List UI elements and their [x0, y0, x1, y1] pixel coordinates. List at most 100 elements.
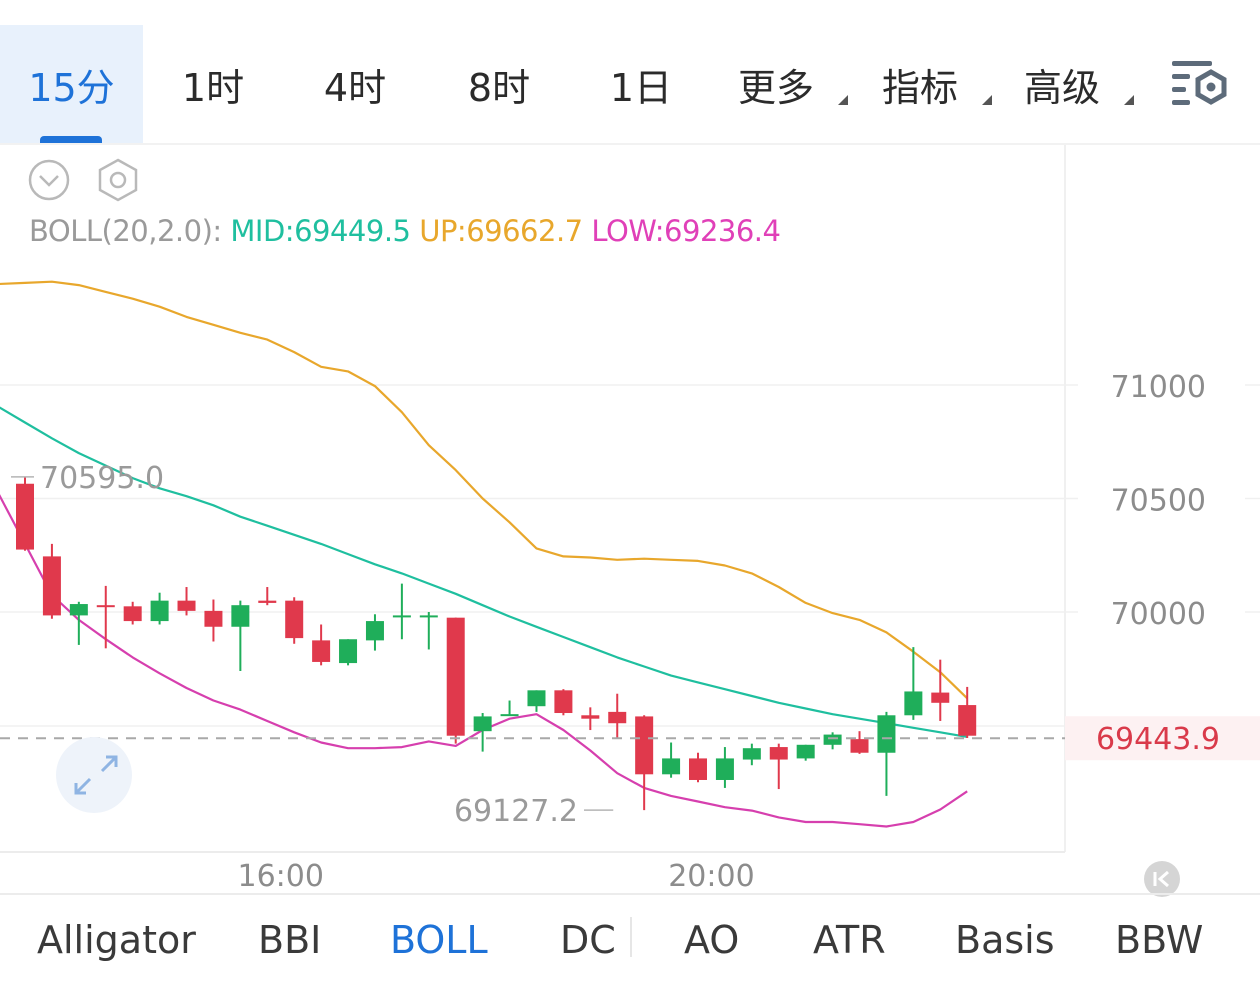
candle-down [689, 752, 707, 783]
candle-down [931, 659, 950, 721]
high-marker-label: 70595.0 [40, 461, 164, 496]
timeframe-label: 4时 [323, 65, 387, 110]
candle-body [877, 715, 896, 753]
candle-up [715, 747, 734, 788]
candle-down [608, 693, 627, 738]
candle-body [231, 605, 250, 627]
hexagon-settings-icon[interactable] [96, 157, 140, 203]
current-price-tag [1065, 716, 1260, 761]
candle-down [16, 476, 34, 551]
timeframe-tab-1d[interactable]: 1日 [578, 25, 704, 143]
markers-layer: 69443.9 70595.0 69127.2 [0, 461, 1260, 829]
timeframe-label: 1时 [181, 65, 245, 110]
candle-up [339, 639, 358, 666]
timeframe-tab-15m[interactable]: 15分 [0, 25, 143, 143]
y-tick-label: 70000 [1111, 597, 1206, 632]
candle-body [69, 604, 88, 616]
indicator-tab-dc[interactable]: DC [560, 895, 616, 985]
candle-body [258, 600, 277, 603]
dropdown-label: 更多 [738, 65, 815, 110]
candle-body [339, 639, 358, 664]
candle-body [177, 600, 196, 611]
timeframe-tab-8h[interactable]: 8时 [436, 25, 562, 143]
candle-body [392, 615, 411, 618]
candle-down [312, 624, 331, 666]
candle-body [931, 692, 950, 703]
candle-body [715, 758, 734, 780]
candle-up [742, 743, 761, 766]
candle-body [904, 691, 923, 716]
candle-body [689, 758, 707, 780]
chart-settings-icon[interactable] [1168, 55, 1230, 113]
candle-body [958, 705, 977, 736]
advanced-dropdown[interactable]: 高级 [1024, 25, 1136, 143]
candle-body [419, 615, 438, 618]
candle-down [635, 715, 654, 811]
boll-low-line [0, 494, 968, 828]
candle-body [473, 716, 492, 732]
candle-body [123, 606, 142, 622]
x-tick-label: 20:00 [668, 859, 754, 894]
candle-body [204, 610, 223, 627]
candle-body [500, 714, 519, 717]
boll-legend-low: LOW:69236.4 [591, 214, 781, 248]
timeframe-label: 8时 [467, 65, 531, 110]
axis-layer: 71000 70500 70000 16:00 20:00 [238, 370, 1206, 894]
y-tick-label: 71000 [1111, 370, 1206, 405]
candle-body [823, 734, 842, 745]
candle-up [392, 583, 411, 640]
indicator-tab-label: Basis [955, 918, 1055, 962]
x-tick-label: 16:00 [238, 859, 324, 894]
candle-body [554, 690, 573, 714]
candle-up [69, 601, 88, 645]
indicator-tab-bbi[interactable]: BBI [258, 895, 321, 985]
dropdown-label: 指标 [882, 65, 959, 110]
indicator-tab-label: BOLL [390, 918, 488, 962]
timeframe-tab-1h[interactable]: 1时 [150, 25, 276, 143]
timeframe-label: 1日 [609, 65, 673, 110]
chevron-down-circle-icon[interactable] [27, 158, 71, 202]
indicator-tab-label: ATR [813, 918, 886, 962]
candle-body [150, 600, 169, 622]
candle-body [796, 744, 815, 759]
y-tick-label: 70500 [1111, 484, 1206, 519]
indicators-dropdown[interactable]: 指标 [882, 25, 994, 143]
indicator-tab-bbw[interactable]: BBW [1115, 895, 1203, 985]
top-divider [0, 143, 1260, 145]
candlestick-chart[interactable]: 69443.9 70595.0 69127.2 71000 70500 70000 16:… [0, 145, 1260, 895]
indicator-tab-label: BBW [1115, 918, 1204, 962]
candle-body [96, 605, 115, 608]
boll-legend-name: BOLL(20,2.0): [29, 214, 222, 248]
indicator-tab-label: Alligator [37, 918, 196, 962]
candle-down [123, 601, 142, 625]
indicator-tab-boll[interactable]: BOLL [390, 895, 488, 985]
indicator-tab-atr[interactable]: ATR [813, 895, 886, 985]
candle-body [769, 747, 788, 760]
candle-up [500, 700, 519, 717]
timeframe-label: 15分 [28, 65, 115, 110]
candles-layer [16, 476, 977, 811]
indicator-tab-basis[interactable]: Basis [955, 895, 1055, 985]
boll-mid-line [0, 406, 968, 738]
candle-up [419, 612, 438, 650]
more-timeframes-dropdown[interactable]: 更多 [738, 25, 850, 143]
candle-up [365, 614, 384, 651]
boll-legend: BOLL(20,2.0): MID:69449.5 UP:69662.7 LOW… [29, 214, 781, 248]
expand-arrows-icon[interactable] [54, 735, 134, 815]
indicator-tab-ao[interactable]: AO [684, 895, 739, 985]
candle-up [877, 711, 896, 796]
dropdown-label: 高级 [1024, 65, 1101, 110]
current-price-label: 69443.9 [1096, 722, 1220, 757]
candle-body [42, 556, 61, 616]
indicator-tab-alligator[interactable]: Alligator [37, 895, 196, 985]
timeframe-tab-4h[interactable]: 4时 [292, 25, 418, 143]
boll-up-line [0, 280, 968, 700]
candle-body [365, 621, 384, 641]
candle-body [581, 715, 600, 719]
scroll-to-latest-icon[interactable] [1143, 860, 1181, 898]
candle-down [769, 743, 788, 790]
indicator-tab-bar: Alligator BBI BOLL DC AO ATR Basis BBW [0, 895, 1260, 992]
candle-up [904, 647, 923, 720]
candle-up [823, 732, 842, 750]
